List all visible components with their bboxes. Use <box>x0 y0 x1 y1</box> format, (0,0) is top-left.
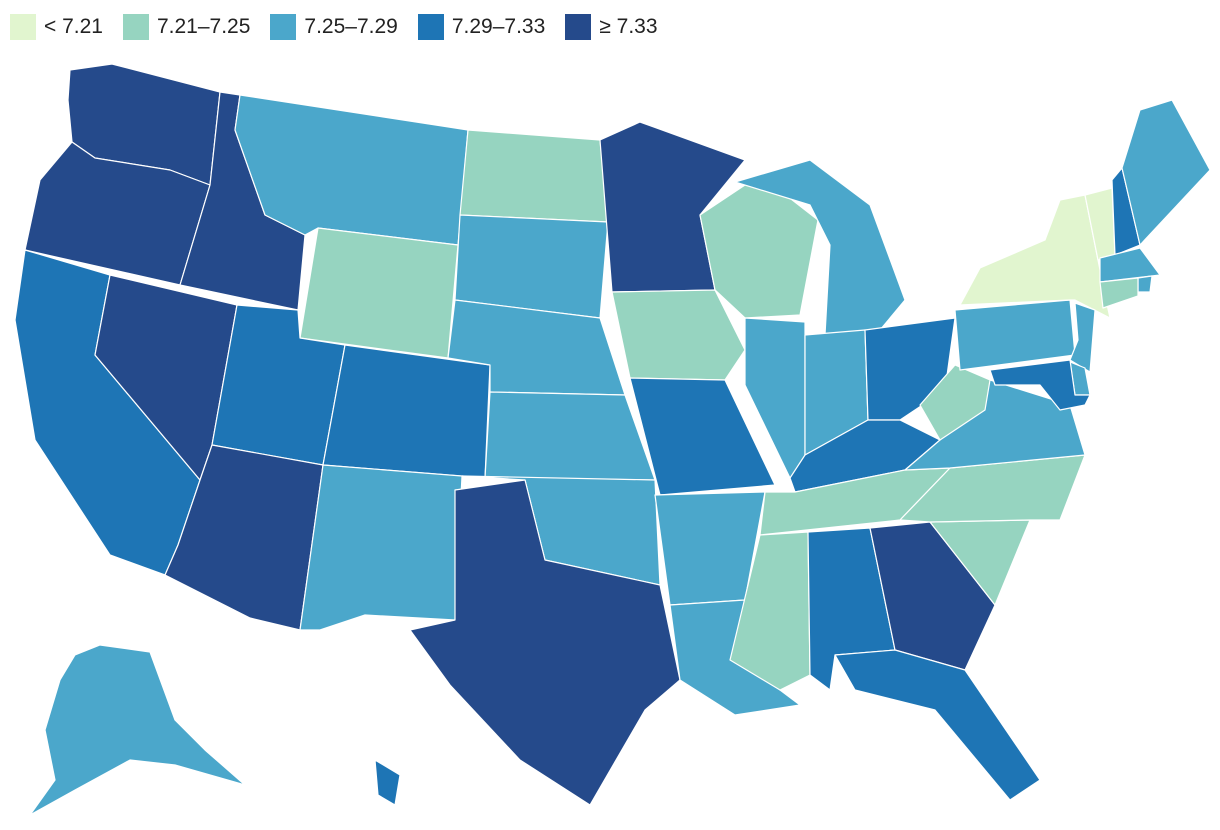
state-me[interactable] <box>1121 99 1211 246</box>
legend-label-0: < 7.21 <box>44 15 103 38</box>
state-co[interactable] <box>322 344 491 479</box>
state-pa[interactable] <box>954 299 1076 371</box>
legend-label-2: 7.25–7.29 <box>304 15 398 38</box>
state-nd[interactable] <box>459 129 609 223</box>
legend-item-4: ≥ 7.33 <box>565 14 658 40</box>
legend-swatch-4 <box>565 14 592 40</box>
state-ia[interactable] <box>611 289 746 381</box>
legend-label-1: 7.21–7.25 <box>156 15 251 38</box>
state-ak[interactable] <box>29 644 246 816</box>
state-hi[interactable] <box>374 759 401 806</box>
state-tx[interactable] <box>409 479 681 806</box>
state-ks[interactable] <box>484 391 656 481</box>
legend-swatch-2 <box>270 14 297 40</box>
state-ga[interactable] <box>869 521 996 671</box>
legend-label-4: ≥ 7.33 <box>599 15 658 38</box>
state-ct[interactable] <box>1099 277 1139 309</box>
legend-swatch-1 <box>122 14 149 40</box>
legend-swatch-3 <box>417 14 444 40</box>
state-ms[interactable] <box>729 531 811 691</box>
legend-item-1: 7.21–7.25 <box>122 14 251 40</box>
state-nm[interactable] <box>299 464 463 631</box>
state-ma[interactable] <box>1099 247 1161 283</box>
state-wy[interactable] <box>299 227 459 359</box>
legend-label-3: 7.29–7.33 <box>451 15 546 38</box>
legend-item-2: 7.25–7.29 <box>270 14 398 40</box>
legend-item-3: 7.29–7.33 <box>417 14 546 40</box>
state-mo[interactable] <box>629 377 776 496</box>
map-legend: < 7.21 7.21–7.25 7.25–7.29 7.29–7.33 ≥ 7… <box>10 12 658 42</box>
legend-item-0: < 7.21 <box>10 14 103 40</box>
legend-swatch-0 <box>10 14 36 40</box>
state-ri[interactable] <box>1137 275 1153 293</box>
state-wv[interactable] <box>919 364 991 441</box>
state-ny[interactable] <box>959 194 1111 319</box>
state-fl[interactable] <box>834 649 1041 801</box>
state-md[interactable] <box>989 359 1091 411</box>
